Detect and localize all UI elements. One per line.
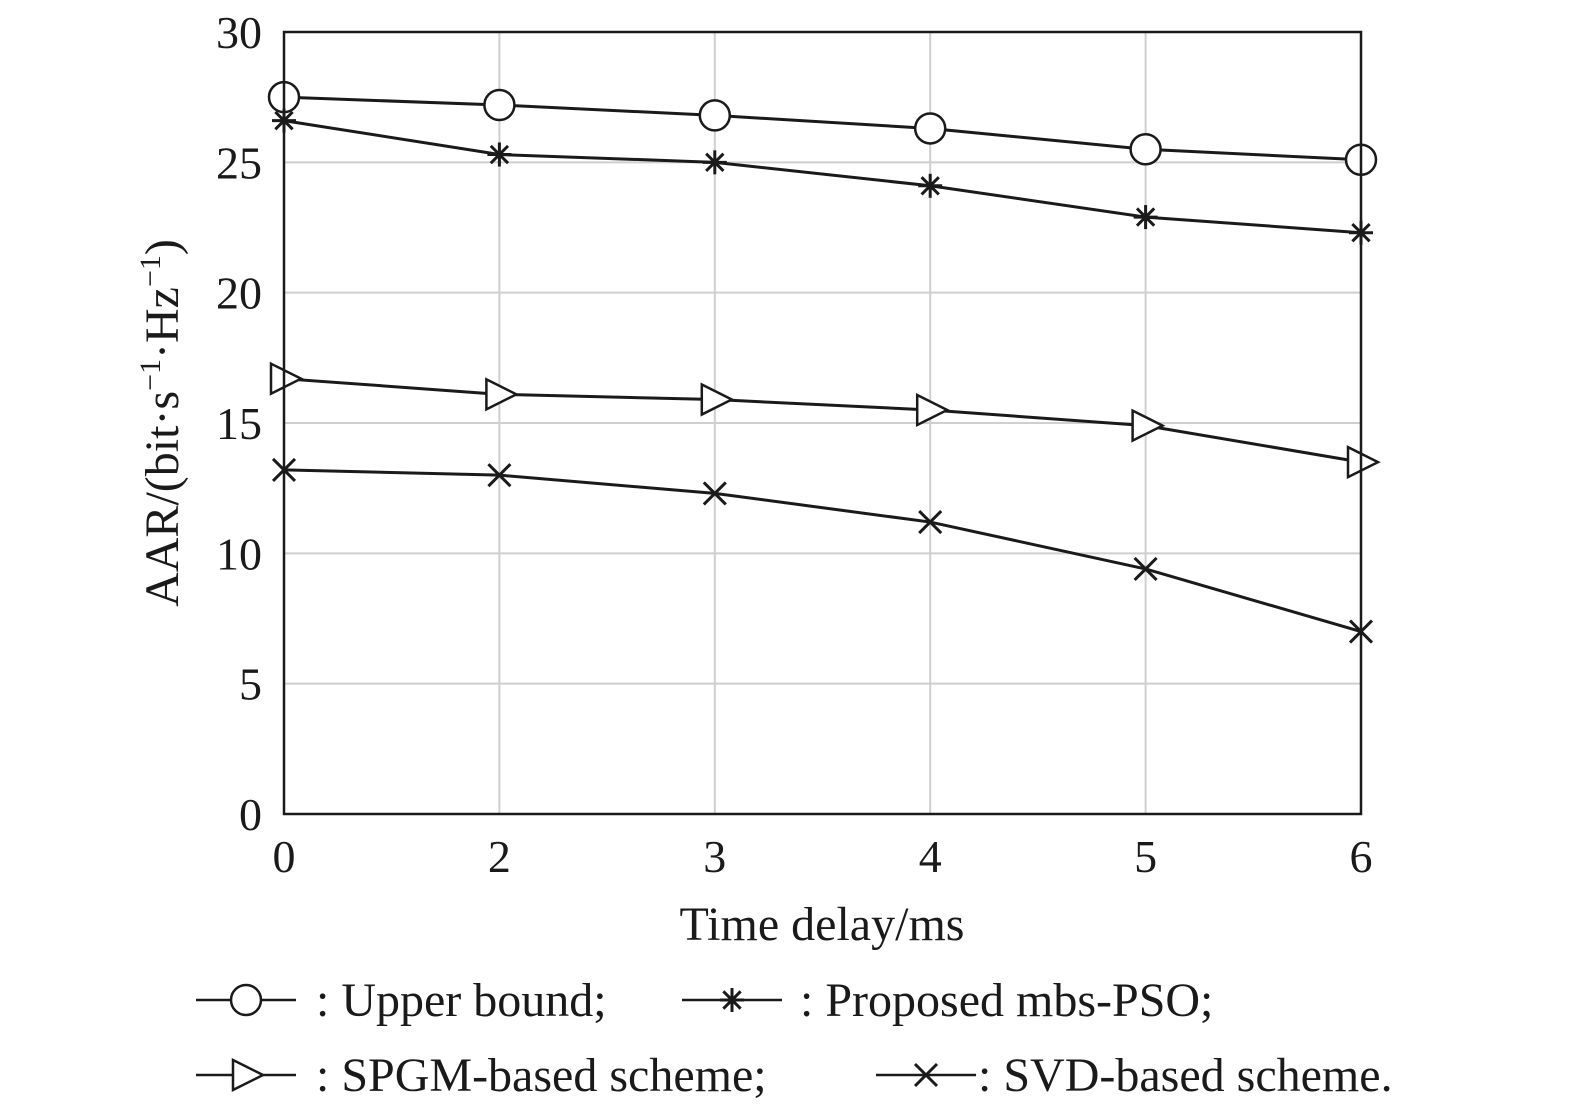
y-tick-label: 20: [216, 268, 262, 319]
x-tick-label: 2: [488, 831, 511, 882]
y-axis-title-sup1: −1: [134, 359, 167, 391]
x-tick-label: 4: [919, 831, 942, 882]
data-point-x: [1133, 556, 1158, 582]
x-stroke: [1133, 556, 1158, 582]
series-2: [269, 361, 1381, 480]
y-axis-title: AAR/(bit·s−1·Hz−1): [134, 239, 189, 607]
legend-item-upper-bound: : Upper bound;: [196, 974, 607, 1027]
y-tick-label: 10: [216, 528, 262, 579]
data-point-asterisk: [487, 142, 512, 167]
y-tick-label: 25: [216, 137, 262, 188]
legend-marker-shape: [229, 983, 263, 1017]
data-point-asterisk: [1133, 205, 1158, 230]
y-axis-title-prefix: AAR/(bit·s: [136, 391, 189, 607]
legend-item-proposed: : Proposed mbs-PSO;: [682, 974, 1213, 1027]
x-tick-label: 5: [1134, 831, 1157, 882]
legend-label-upper-bound: : Upper bound;: [316, 974, 607, 1027]
data-point-x: [487, 463, 512, 488]
legend-label-svd: : SVD-based scheme.: [978, 1049, 1393, 1102]
data-point-circle: [698, 99, 732, 132]
y-tick-label: 30: [216, 7, 262, 58]
asterisk-stroke: [1135, 207, 1156, 227]
data-point-asterisk: [918, 173, 943, 198]
data-point-asterisk: [702, 150, 727, 175]
asterisk-stroke: [489, 144, 510, 165]
y-axis-title-suffix: ): [136, 239, 189, 255]
legend-marker-triangle: [231, 1057, 266, 1093]
legend-marker-circle: [229, 983, 263, 1017]
legend-marker-x: [913, 1062, 939, 1088]
x-stroke: [918, 509, 943, 535]
series-line: [283, 119, 1362, 235]
y-tick-label: 15: [216, 398, 262, 449]
x-stroke: [702, 481, 727, 506]
legend: : Upper bound; : Proposed mbs-PSO; : SPG…: [196, 974, 1393, 1102]
x-tick-label: 6: [1350, 831, 1373, 882]
series-line: [283, 468, 1362, 633]
data-point-x: [702, 481, 727, 506]
x-tick-label: 3: [703, 831, 726, 882]
legend-item-spgm: : SPGM-based scheme;: [196, 1049, 767, 1102]
legend-marker-asterisk: [720, 988, 744, 1012]
series-0: [267, 80, 1378, 176]
data-point-triangle-right: [269, 361, 304, 396]
series-line: [283, 377, 1362, 464]
series-line: [283, 95, 1362, 162]
y-axis-title-sup2: −1: [134, 255, 167, 287]
y-tick-labels: 0 5 10 15 20 25 30: [216, 7, 262, 840]
x-stroke: [913, 1062, 939, 1088]
data-point-triangle-right: [1131, 408, 1166, 443]
x-tick-label: 0: [273, 831, 296, 882]
x-axis-title: Time delay/ms: [680, 898, 965, 951]
data-point-x: [918, 509, 943, 535]
data-point-circle: [1129, 133, 1162, 166]
x-stroke: [487, 463, 512, 488]
series-lines: [267, 80, 1381, 644]
data-point-triangle-right: [1346, 445, 1381, 480]
legend-marker-shape: [231, 1057, 266, 1093]
series-3: [271, 457, 1374, 644]
series-1: [272, 108, 1373, 245]
legend-marker-shape: [913, 1062, 939, 1088]
y-tick-label: 0: [239, 789, 262, 840]
data-point-circle: [913, 112, 947, 145]
legend-label-proposed: : Proposed mbs-PSO;: [800, 974, 1213, 1027]
y-axis-title-middle: ·Hz: [136, 287, 189, 359]
data-point-triangle-right: [485, 377, 520, 412]
plot-frame: [282, 30, 1363, 816]
legend-item-svd: : SVD-based scheme.: [876, 1049, 1393, 1102]
y-tick-label: 5: [239, 659, 262, 710]
legend-label-spgm: : SPGM-based scheme;: [316, 1049, 767, 1102]
data-point-circle: [483, 88, 516, 122]
data-point-triangle-right: [700, 382, 735, 417]
x-tick-labels: 0 2 3 4 5 6: [273, 831, 1373, 882]
asterisk-stroke: [722, 990, 742, 1010]
asterisk-stroke: [705, 152, 725, 173]
legend-marker-shape: [720, 988, 744, 1012]
data-point-triangle-right: [915, 392, 950, 427]
grid: [284, 32, 1361, 814]
asterisk-stroke: [920, 176, 940, 196]
